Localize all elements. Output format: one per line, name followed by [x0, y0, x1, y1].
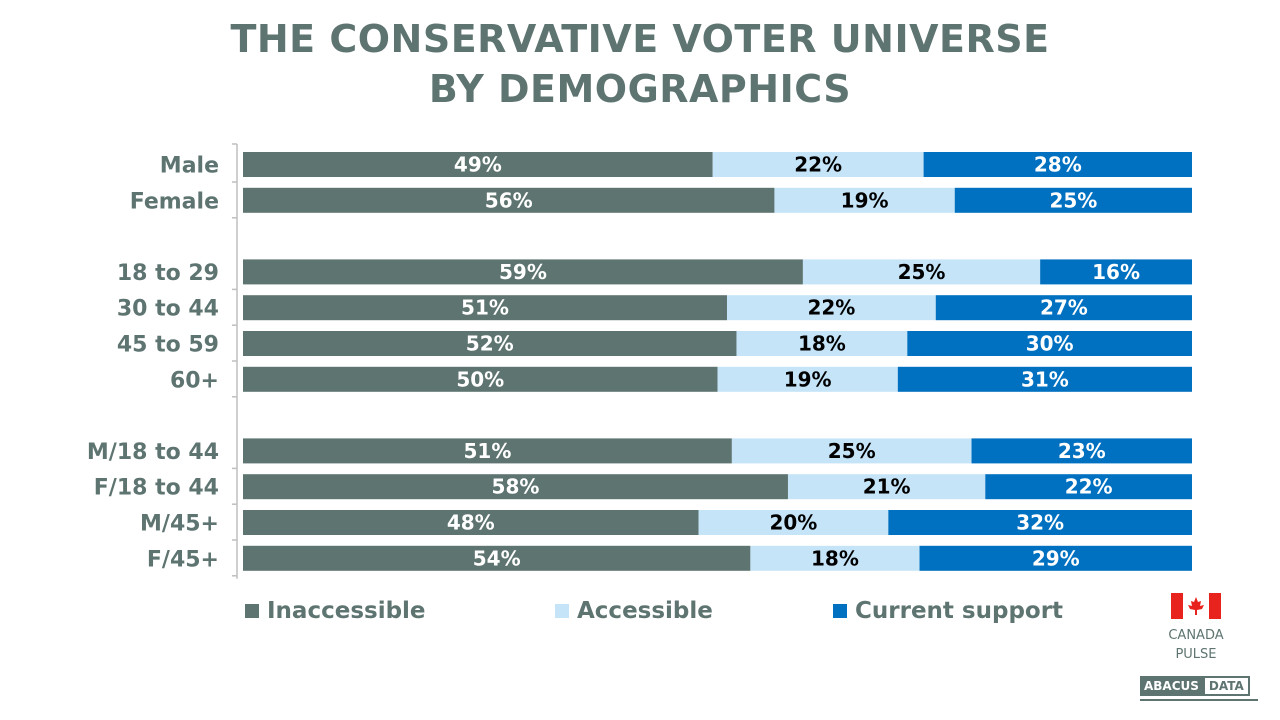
data-label-current-support-m-45: 32% — [1016, 511, 1064, 535]
bar-inaccessible-60 — [243, 366, 718, 392]
category-label-30-to-44: 30 to 44 — [117, 297, 219, 322]
legend-label-inaccessible: Inaccessible — [267, 598, 426, 624]
data-label-accessible-18-to-29: 25% — [898, 260, 946, 284]
category-label-m-45: M/45+ — [140, 512, 219, 537]
bar-inaccessible-female — [243, 187, 775, 213]
bar-accessible-male — [712, 152, 924, 177]
bar-inaccessible-45-to-59 — [243, 331, 737, 356]
chart-legend: Inaccessible Accessible Current support — [245, 598, 1125, 628]
canada-flag-icon — [1171, 593, 1221, 619]
category-label-m-18-to-44: M/18 to 44 — [87, 440, 219, 465]
category-label-f-45: F/45+ — [147, 547, 219, 572]
logo-line-2: PULSE — [1175, 647, 1217, 662]
bar-current-support-m-45 — [888, 510, 1192, 535]
data-label-accessible-male: 22% — [794, 153, 842, 177]
data-label-inaccessible-45-to-59: 52% — [466, 332, 514, 356]
data-label-inaccessible-30-to-44: 51% — [461, 296, 509, 320]
chart-title-line-2: BY DEMOGRAPHICS — [428, 67, 852, 111]
bar-inaccessible-f-18-to-44 — [243, 474, 788, 500]
logo-line-1: CANADA — [1168, 628, 1224, 643]
data-label-current-support-60: 31% — [1021, 367, 1069, 391]
bar-accessible-30-to-44 — [726, 295, 936, 321]
bar-accessible-18-to-29 — [802, 259, 1041, 285]
legend-item-inaccessible: Inaccessible — [245, 598, 426, 624]
chart-title: THE CONSERVATIVE VOTER UNIVERSE BY DEMOG… — [0, 14, 1280, 114]
abacus-logo-right: DATA — [1202, 676, 1250, 696]
category-label-60: 60+ — [170, 368, 219, 393]
abacus-logo-left: ABACUS — [1140, 676, 1203, 696]
bar-inaccessible-m-45 — [243, 510, 699, 535]
data-label-accessible-60: 19% — [784, 367, 832, 391]
bar-accessible-female — [774, 187, 955, 213]
bar-inaccessible-male — [243, 152, 713, 177]
bar-inaccessible-18-to-29 — [243, 259, 803, 285]
data-label-current-support-male: 28% — [1034, 153, 1082, 177]
legend-label-accessible: Accessible — [577, 598, 713, 624]
bar-accessible-f-45 — [750, 545, 920, 571]
data-label-inaccessible-18-to-29: 59% — [499, 260, 547, 284]
data-label-current-support-female: 25% — [1049, 188, 1097, 212]
data-label-inaccessible-f-45: 54% — [473, 546, 521, 570]
bar-inaccessible-30-to-44 — [243, 295, 727, 321]
bar-current-support-female — [954, 187, 1192, 213]
data-label-current-support-18-to-29: 16% — [1092, 260, 1140, 284]
legend-swatch-current-support — [833, 604, 847, 618]
data-label-accessible-f-18-to-44: 21% — [863, 475, 911, 499]
bar-accessible-60 — [717, 366, 898, 392]
category-label-male: Male — [160, 154, 219, 179]
bar-inaccessible-f-45 — [243, 545, 751, 571]
data-label-current-support-f-18-to-44: 22% — [1065, 475, 1113, 499]
legend-swatch-accessible — [555, 604, 569, 618]
data-label-inaccessible-f-18-to-44: 58% — [492, 475, 540, 499]
bar-current-support-45-to-59 — [907, 331, 1192, 356]
bar-inaccessible-m-18-to-44 — [243, 438, 732, 464]
data-label-current-support-f-45: 29% — [1032, 546, 1080, 570]
data-label-current-support-m-18-to-44: 23% — [1058, 439, 1106, 463]
data-label-accessible-m-45: 20% — [769, 511, 817, 535]
data-label-inaccessible-female: 56% — [485, 188, 533, 212]
category-label-f-18-to-44: F/18 to 44 — [94, 476, 219, 501]
bar-current-support-f-18-to-44 — [985, 474, 1192, 500]
legend-swatch-inaccessible — [245, 604, 259, 618]
category-label-45-to-59: 45 to 59 — [117, 333, 219, 358]
category-label-18-to-29: 18 to 29 — [117, 261, 219, 286]
chart-title-line-1: THE CONSERVATIVE VOTER UNIVERSE — [230, 17, 1050, 61]
bar-current-support-f-45 — [919, 545, 1192, 571]
bar-current-support-18-to-29 — [1040, 259, 1192, 285]
data-label-current-support-45-to-59: 30% — [1026, 332, 1074, 356]
bar-current-support-m-18-to-44 — [971, 438, 1192, 464]
data-label-inaccessible-m-45: 48% — [447, 511, 495, 535]
data-label-accessible-45-to-59: 18% — [798, 332, 846, 356]
bar-current-support-60 — [897, 366, 1192, 392]
data-label-inaccessible-60: 50% — [456, 367, 504, 391]
data-label-accessible-30-to-44: 22% — [807, 296, 855, 320]
canada-pulse-logo: CANADA PULSE — [1150, 626, 1242, 664]
bar-current-support-30-to-44 — [935, 295, 1192, 321]
abacus-data-logo: ABACUS DATA — [1140, 676, 1250, 696]
data-label-current-support-30-to-44: 27% — [1040, 296, 1088, 320]
legend-item-accessible: Accessible — [555, 598, 713, 624]
abacus-logo-underline — [1140, 699, 1258, 701]
data-label-accessible-female: 19% — [841, 188, 889, 212]
legend-label-current-support: Current support — [855, 598, 1064, 624]
bar-current-support-male — [923, 152, 1192, 177]
bar-accessible-m-45 — [698, 510, 889, 535]
data-label-inaccessible-m-18-to-44: 51% — [464, 439, 512, 463]
bar-accessible-45-to-59 — [736, 331, 908, 356]
legend-item-current-support: Current support — [833, 598, 1063, 624]
data-label-accessible-f-45: 18% — [811, 546, 859, 570]
data-label-inaccessible-male: 49% — [454, 153, 502, 177]
bar-accessible-f-18-to-44 — [787, 474, 986, 500]
data-label-accessible-m-18-to-44: 25% — [828, 439, 876, 463]
category-label-female: Female — [130, 189, 219, 214]
bar-accessible-m-18-to-44 — [731, 438, 972, 464]
